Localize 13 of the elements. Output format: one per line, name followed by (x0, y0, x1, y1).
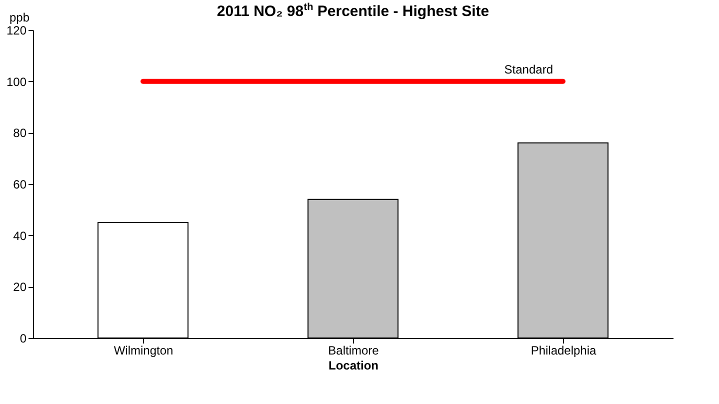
x-tick-label: Baltimore (328, 344, 380, 358)
x-tick-label: Philadelphia (530, 344, 597, 358)
ref-line-label: Standard (504, 62, 553, 76)
y-tick-label: 20 (13, 280, 27, 294)
y-tick-label: 100 (6, 74, 27, 89)
y-tick-label: 60 (13, 178, 27, 192)
y-tick-label: 120 (6, 24, 27, 38)
y-axis-title: ppb (9, 10, 30, 24)
x-axis-title: Location (328, 358, 378, 372)
y-tick-label: 40 (13, 228, 27, 243)
x-tick-label: Wilmington (114, 344, 174, 358)
y-tick-label: 80 (13, 126, 27, 140)
y-tick-label: 0 (20, 332, 27, 346)
